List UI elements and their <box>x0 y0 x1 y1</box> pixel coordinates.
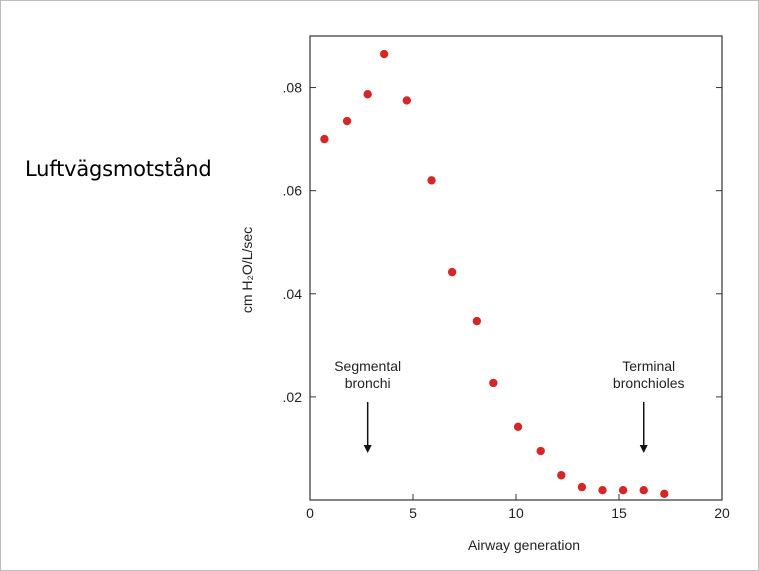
y-axis: .02 .04 .06 .08 <box>283 80 722 405</box>
x-axis: 0 5 10 15 20 <box>306 494 730 521</box>
data-point <box>577 482 587 492</box>
annotation-arrowhead <box>363 445 372 453</box>
annotation-text: bronchioles <box>613 375 685 391</box>
x-tick-label: 10 <box>508 505 524 521</box>
x-tick-label: 0 <box>306 505 314 521</box>
y-tick-label: .06 <box>283 183 303 199</box>
slide-title: Luftvägsmotstånd <box>25 157 212 181</box>
data-point <box>513 422 523 431</box>
data-point <box>660 489 669 499</box>
data-point <box>618 486 628 495</box>
annotation-text: bronchi <box>345 375 391 391</box>
x-tick-label: 5 <box>409 505 417 521</box>
y-axis-label: cm H₂O/L/sec <box>239 227 255 313</box>
data-point <box>447 267 457 277</box>
y-tick-label: .04 <box>283 286 303 302</box>
data-points <box>320 49 669 499</box>
y-tick-label: .02 <box>283 389 303 405</box>
annotation-arrowhead <box>639 445 648 453</box>
data-point <box>427 176 436 185</box>
data-point <box>557 471 566 480</box>
y-tick-label: .08 <box>283 80 303 96</box>
data-point <box>379 49 389 59</box>
x-axis-label: Airway generation <box>468 537 580 553</box>
annotation-text: Segmental <box>334 358 401 374</box>
data-point <box>639 486 648 495</box>
data-point <box>536 446 545 456</box>
data-point <box>598 486 607 495</box>
x-tick-label: 15 <box>611 505 627 521</box>
data-point <box>320 134 329 144</box>
x-tick-label: 20 <box>714 505 730 521</box>
data-point <box>342 116 352 126</box>
data-point <box>363 90 372 99</box>
data-point <box>472 316 482 326</box>
data-point <box>489 378 498 388</box>
annotation-text: Terminal <box>622 358 675 374</box>
data-point <box>402 96 412 105</box>
